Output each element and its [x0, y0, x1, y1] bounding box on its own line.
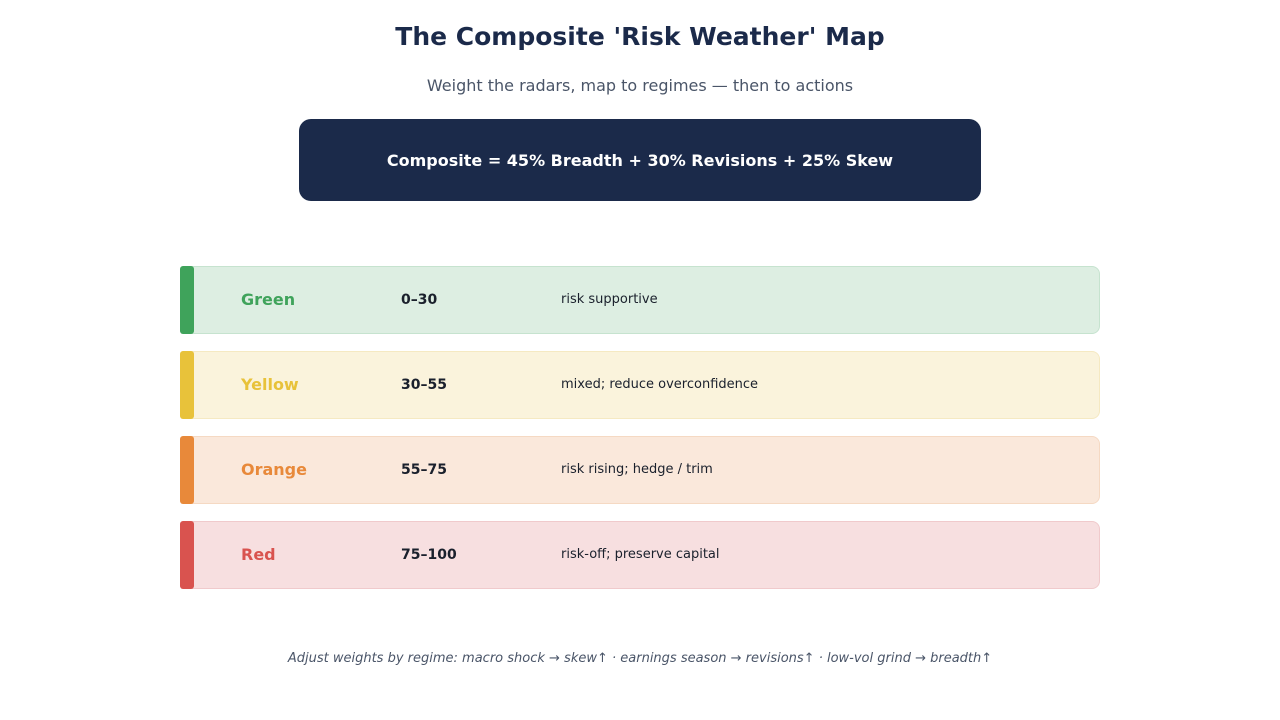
regime-name: Red	[241, 545, 276, 564]
composite-formula-box: Composite = 45% Breadth + 30% Revisions …	[299, 119, 981, 201]
regime-action: risk supportive	[561, 292, 658, 307]
composite-formula-text: Composite = 45% Breadth + 30% Revisions …	[386, 150, 894, 170]
regime-range: 55–75	[401, 462, 447, 478]
regime-action: risk-off; preserve capital	[561, 547, 720, 562]
regime-accent-bar	[180, 436, 194, 504]
regime-name: Yellow	[241, 375, 299, 394]
page-title: The Composite 'Risk Weather' Map	[395, 22, 885, 51]
regime-action: risk rising; hedge / trim	[561, 462, 713, 477]
regime-range: 30–55	[401, 377, 447, 393]
regime-action: mixed; reduce overconfidence	[561, 377, 759, 392]
regime-row-orange: Orange 55–75 risk rising; hedge / trim	[180, 436, 1100, 504]
regime-accent-bar	[180, 351, 194, 419]
regime-accent-bar	[180, 521, 194, 589]
regime-list: Green 0–30 risk supportive Yellow 30–55 …	[180, 266, 1100, 606]
regime-row-yellow: Yellow 30–55 mixed; reduce overconfidenc…	[180, 351, 1100, 419]
page-subtitle: Weight the radars, map to regimes — then…	[426, 76, 854, 95]
regime-row-green: Green 0–30 risk supportive	[180, 266, 1100, 334]
regime-range: 75–100	[401, 547, 457, 563]
regime-accent-bar	[180, 266, 194, 334]
regime-range: 0–30	[401, 292, 438, 308]
regime-name: Green	[241, 290, 296, 309]
regime-row-red: Red 75–100 risk-off; preserve capital	[180, 521, 1100, 589]
weighting-footnote: Adjust weights by regime: macro shock → …	[287, 651, 993, 666]
regime-name: Orange	[241, 460, 307, 479]
